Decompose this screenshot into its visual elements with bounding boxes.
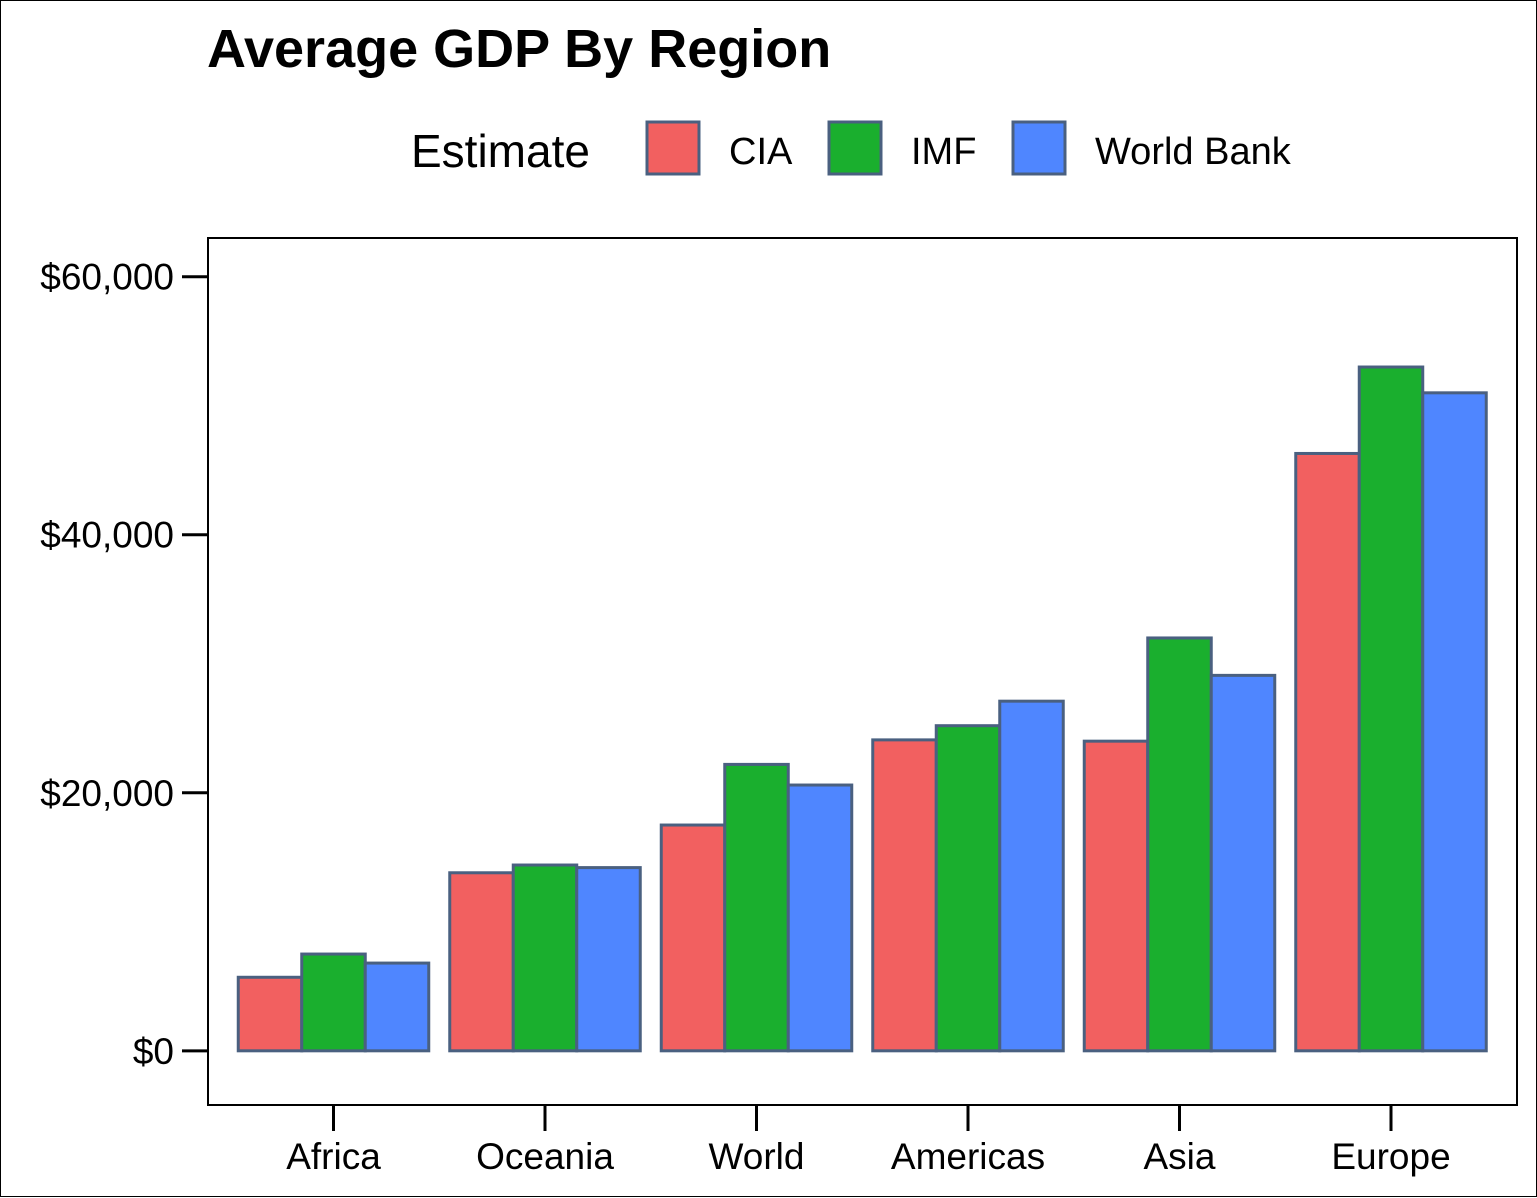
- x-tick-label: Africa: [286, 1136, 381, 1177]
- bar-imf-europe: [1357, 365, 1425, 1053]
- legend-swatch-cia: [645, 120, 701, 176]
- bar-cia-americas: [871, 738, 938, 1053]
- y-tick-label: $60,000: [40, 257, 174, 298]
- bar-world-bank-oceania: [575, 866, 642, 1053]
- bar-imf-oceania: [511, 863, 579, 1053]
- x-tick-label: Americas: [891, 1136, 1045, 1177]
- bar-cia-africa: [236, 975, 304, 1053]
- bar-imf-americas: [934, 724, 1002, 1053]
- x-tick-label: Oceania: [476, 1136, 614, 1177]
- bar-world-bank-world: [786, 783, 854, 1053]
- chart-title: Average GDP By Region: [207, 19, 831, 79]
- legend-swatch-world-bank: [1011, 120, 1067, 176]
- y-tick-label: $40,000: [40, 515, 174, 556]
- bar-cia-asia: [1082, 739, 1150, 1053]
- legend-title: Estimate: [411, 125, 590, 177]
- bar-cia-oceania: [448, 871, 515, 1053]
- bar-world-bank-americas: [998, 699, 1065, 1053]
- x-tick-label: Europe: [1331, 1136, 1450, 1177]
- x-tick-label: World: [709, 1136, 805, 1177]
- bar-imf-africa: [300, 952, 367, 1053]
- plot-area: [207, 237, 1518, 1106]
- x-tick-label: Asia: [1144, 1136, 1216, 1177]
- bar-imf-world: [723, 762, 790, 1053]
- y-axis: $0 $20,000 $40,000 $60,000: [40, 257, 208, 1072]
- legend-label-imf: IMF: [911, 131, 976, 173]
- bar-cia-world: [659, 823, 727, 1053]
- bar-world-bank-africa: [363, 961, 431, 1053]
- bar-cia-europe: [1294, 451, 1361, 1053]
- bar-imf-asia: [1146, 636, 1213, 1053]
- y-tick-label: $20,000: [40, 773, 174, 814]
- bar-world-bank-asia: [1209, 673, 1277, 1053]
- legend-label-cia: CIA: [729, 131, 793, 173]
- bar-world-bank-europe: [1421, 391, 1488, 1053]
- legend-label-world-bank: World Bank: [1095, 131, 1292, 173]
- x-axis: Africa Oceania World Americas Asia Europe: [286, 1105, 1451, 1177]
- bars: [236, 365, 1488, 1053]
- y-tick-label: $0: [133, 1031, 174, 1072]
- legend-swatch-imf: [827, 120, 883, 176]
- legend: Estimate CIA IMF World Bank: [411, 120, 1292, 177]
